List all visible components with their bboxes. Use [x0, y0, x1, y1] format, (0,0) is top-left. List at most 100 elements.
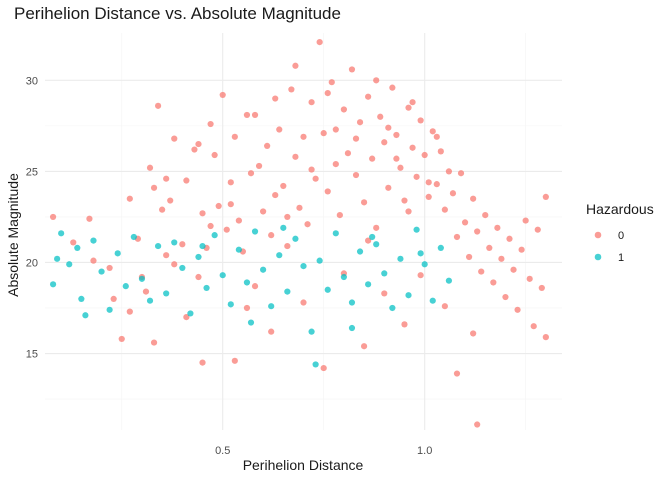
data-point-0	[518, 246, 525, 253]
data-point-0	[308, 99, 315, 106]
data-point-0	[409, 144, 416, 151]
legend-label-0: 0	[618, 230, 624, 242]
y-tick-label: 25	[26, 166, 38, 178]
data-point-0	[159, 206, 166, 213]
data-point-1	[280, 224, 287, 231]
data-point-0	[142, 288, 150, 295]
data-point-0	[401, 321, 408, 328]
data-point-0	[215, 202, 222, 210]
data-point-0	[522, 217, 529, 224]
data-point-0	[417, 117, 424, 124]
data-point-1	[187, 310, 194, 317]
data-point-0	[118, 335, 125, 343]
data-point-1	[348, 299, 356, 306]
data-point-0	[332, 161, 339, 168]
data-point-0	[264, 142, 271, 150]
data-point-0	[453, 233, 461, 241]
data-point-0	[425, 179, 432, 186]
data-point-0	[401, 197, 408, 204]
data-point-0	[308, 166, 315, 173]
data-point-0	[292, 62, 299, 69]
data-point-1	[312, 361, 319, 368]
data-point-0	[324, 188, 331, 195]
plot-grid	[45, 33, 562, 430]
data-point-0	[49, 213, 57, 221]
data-point-0	[195, 273, 202, 281]
data-point-0	[365, 237, 372, 244]
data-point-0	[441, 206, 448, 213]
data-point-1	[211, 232, 218, 239]
x-axis-ticks: 0.5 1.0	[215, 445, 432, 457]
data-point-1	[316, 257, 323, 264]
data-point-0	[437, 148, 444, 155]
data-point-0	[490, 279, 497, 286]
data-point-1	[417, 250, 424, 257]
data-point-0	[227, 179, 234, 186]
legend: Hazardous 0 1	[586, 201, 654, 264]
legend-title: Hazardous	[586, 201, 654, 217]
data-point-0	[183, 313, 190, 321]
data-point-0	[340, 106, 347, 113]
data-point-0	[365, 93, 372, 100]
data-point-0	[542, 193, 549, 200]
data-point-0	[385, 124, 392, 131]
data-point-0	[171, 261, 178, 268]
data-point-1	[227, 301, 234, 308]
data-point-0	[405, 208, 412, 215]
data-point-0	[316, 39, 323, 46]
data-point-1	[437, 244, 444, 251]
data-point-0	[360, 343, 368, 350]
data-point-1	[219, 272, 226, 279]
data-point-1	[66, 261, 73, 268]
data-point-0	[207, 222, 214, 230]
y-tick-label: 20	[26, 257, 38, 269]
data-point-0	[300, 133, 307, 140]
data-point-1	[114, 250, 121, 257]
data-point-0	[429, 128, 436, 135]
data-point-0	[413, 173, 420, 180]
data-point-1	[138, 275, 146, 282]
data-point-0	[268, 328, 275, 335]
data-point-1	[413, 226, 420, 233]
data-point-0	[280, 182, 287, 190]
data-point-1	[429, 297, 436, 304]
y-axis-title: Absolute Magnitude	[5, 173, 21, 297]
data-point-0	[296, 204, 303, 211]
legend-key-1	[594, 253, 602, 261]
data-point-0	[110, 295, 117, 302]
data-point-0	[385, 184, 392, 191]
data-point-1	[54, 255, 61, 262]
data-point-0	[461, 219, 469, 226]
data-point-0	[324, 89, 331, 97]
data-point-0	[191, 146, 198, 153]
data-point-0	[538, 284, 545, 292]
data-point-1	[171, 239, 178, 246]
data-point-0	[292, 153, 299, 160]
data-point-0	[268, 232, 275, 239]
data-point-0	[445, 168, 453, 175]
data-point-0	[417, 272, 424, 279]
data-point-0	[373, 77, 380, 84]
data-point-0	[272, 191, 279, 199]
data-point-0	[542, 334, 549, 341]
data-point-0	[126, 308, 133, 315]
data-point-0	[486, 244, 493, 251]
data-point-1	[90, 237, 97, 244]
data-point-1	[163, 290, 170, 297]
data-point-0	[409, 99, 416, 106]
data-point-0	[70, 239, 77, 246]
data-point-1	[381, 270, 388, 277]
data-point-0	[336, 212, 343, 219]
data-point-1	[445, 277, 453, 284]
data-point-0	[510, 266, 517, 273]
data-point-1	[365, 281, 372, 288]
data-point-0	[255, 162, 263, 170]
data-point-0	[526, 275, 533, 282]
data-point-1	[397, 255, 404, 262]
data-point-0	[167, 197, 174, 204]
data-point-0	[466, 253, 473, 261]
data-point-1	[243, 279, 251, 286]
data-point-0	[328, 79, 335, 86]
data-point-0	[352, 171, 360, 179]
